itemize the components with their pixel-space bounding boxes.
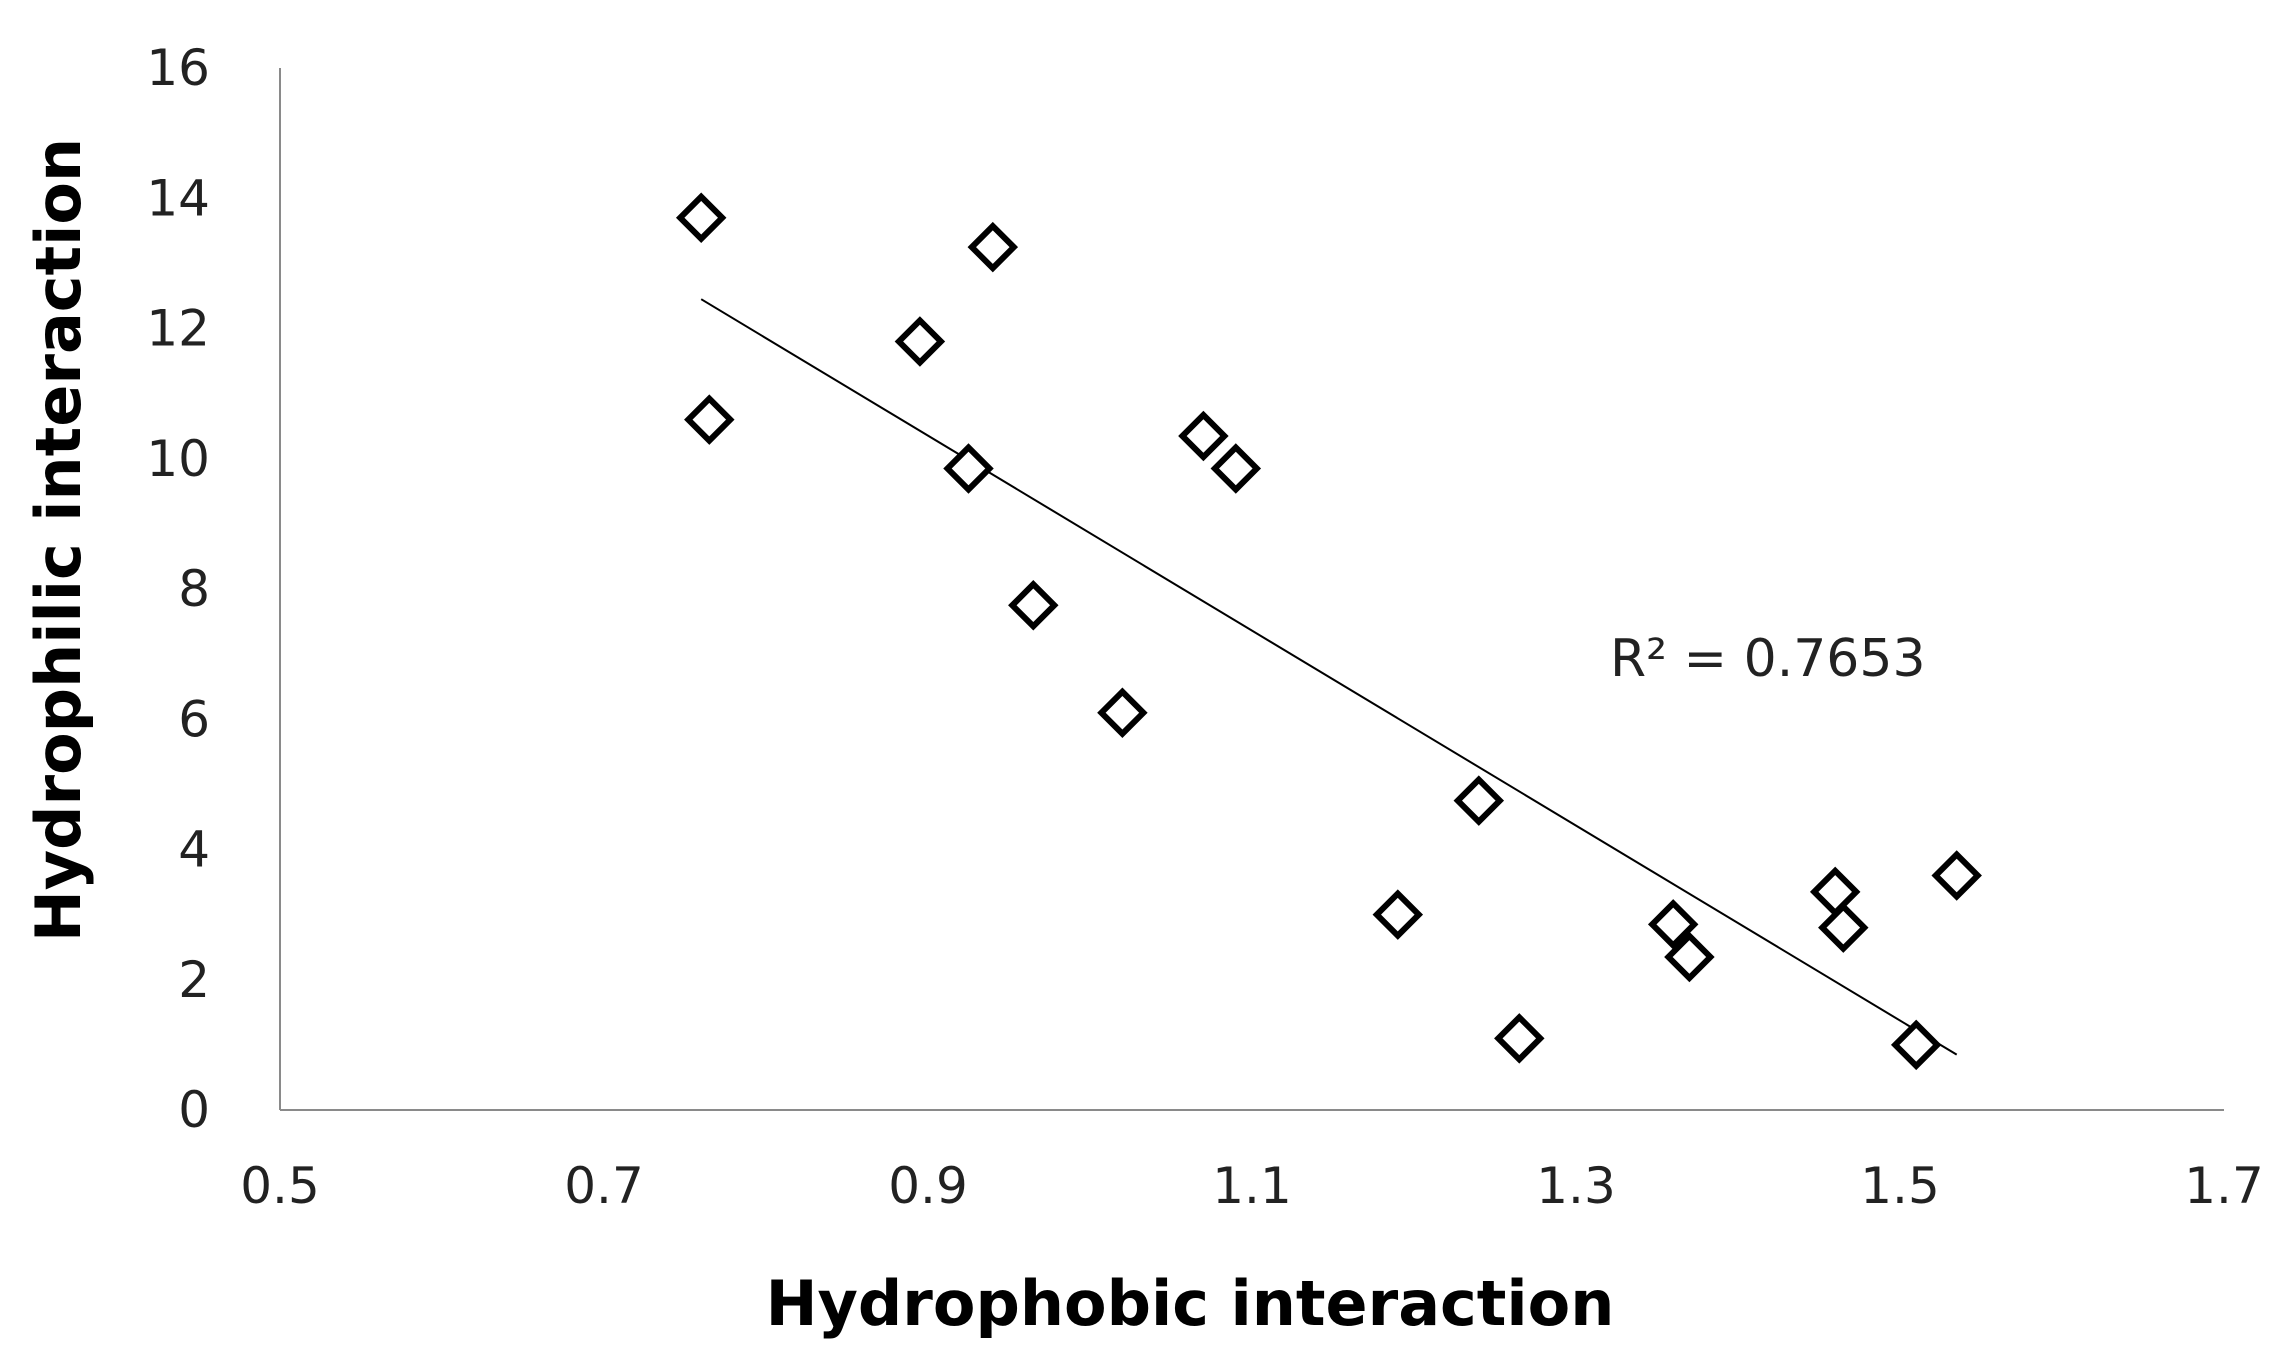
y-tick-label: 0 xyxy=(178,1081,210,1139)
y-tick-label: 6 xyxy=(178,690,210,748)
y-tick-label: 4 xyxy=(178,821,210,879)
x-axis-title: Hydrophobic interaction xyxy=(766,1267,1615,1340)
data-point-diamond xyxy=(1372,889,1424,940)
x-tick-label: 0.7 xyxy=(564,1157,644,1215)
r-squared-annotation: R² = 0.7653 xyxy=(1610,629,1926,689)
data-points xyxy=(675,192,1982,1071)
y-tick-label: 8 xyxy=(178,560,210,618)
y-tick-label: 10 xyxy=(146,430,210,488)
data-point-diamond xyxy=(1664,931,1715,983)
y-tick-labels: 0 2 4 6 8 10 12 14 16 xyxy=(146,39,210,1139)
y-axis-title: Hydrophilic interaction xyxy=(22,138,95,942)
data-point-diamond xyxy=(684,394,735,445)
data-point-diamond xyxy=(675,192,727,244)
axes xyxy=(279,68,2224,1111)
x-tick-label: 0.9 xyxy=(888,1157,968,1215)
data-point-diamond xyxy=(1178,410,1229,462)
y-tick-label: 12 xyxy=(146,300,210,358)
data-point-diamond xyxy=(1647,899,1699,950)
data-point-diamond xyxy=(1809,866,1861,918)
y-tick-label: 2 xyxy=(178,951,210,1009)
x-tick-label: 0.5 xyxy=(240,1157,320,1215)
x-tick-label: 1.3 xyxy=(1536,1157,1616,1215)
data-point-diamond xyxy=(894,316,946,367)
x-tick-labels: 0.5 0.7 0.9 1.1 1.3 1.5 1.7 xyxy=(240,1157,2264,1215)
y-tick-label: 16 xyxy=(146,39,210,97)
data-point-diamond xyxy=(1210,443,1262,494)
data-point-diamond xyxy=(1818,902,1869,953)
data-point-diamond xyxy=(1453,775,1505,826)
data-point-diamond xyxy=(1931,850,1982,901)
data-point-diamond xyxy=(1008,580,1059,631)
trendline-layer xyxy=(700,298,1958,1056)
x-tick-label: 1.1 xyxy=(1212,1157,1292,1215)
x-tick-label: 1.7 xyxy=(2184,1157,2264,1215)
data-point-diamond xyxy=(967,221,1019,273)
y-tick-label: 14 xyxy=(146,169,210,227)
x-tick-label: 1.5 xyxy=(1860,1157,1940,1215)
data-point-diamond xyxy=(1097,687,1148,738)
data-point-diamond xyxy=(943,443,994,494)
data-point-diamond xyxy=(1494,1013,1545,1064)
data-point-diamond xyxy=(1890,1019,1942,1071)
trendline xyxy=(700,298,1958,1056)
